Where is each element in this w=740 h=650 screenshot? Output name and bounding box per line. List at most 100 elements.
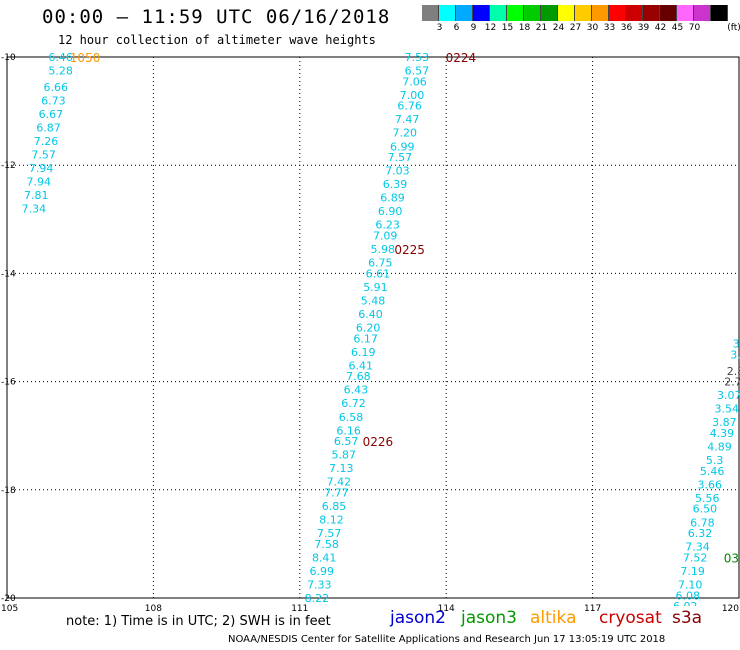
legend-swatch bbox=[541, 5, 558, 21]
legend-swatch bbox=[592, 5, 609, 21]
wave-height-value: 8.22 bbox=[305, 592, 330, 605]
legend-label: 36 bbox=[620, 23, 633, 33]
wave-height-value: 6.43 bbox=[344, 384, 369, 397]
wave-height-value: 7.94 bbox=[26, 175, 51, 188]
wave-height-value: 3.87 bbox=[712, 416, 737, 429]
wave-height-value: 6.39 bbox=[383, 178, 408, 191]
wave-height-value: 7.00 bbox=[400, 89, 425, 102]
wave-height-value: 6.41 bbox=[349, 359, 374, 372]
wave-height-value: 5.91 bbox=[363, 281, 388, 294]
wave-height-value: 6.78 bbox=[690, 516, 715, 529]
legend-label: 12 bbox=[484, 23, 497, 33]
legend-swatch bbox=[439, 5, 456, 21]
wave-height-value: 4.89 bbox=[707, 441, 732, 454]
wave-height-value: 7.77 bbox=[324, 487, 349, 500]
y-tick-label: -16 bbox=[1, 378, 16, 388]
wave-height-value: 6.75 bbox=[368, 257, 393, 270]
pass-time-label: 1050 bbox=[70, 51, 101, 65]
wave-height-value: 6.67 bbox=[39, 108, 64, 121]
wave-height-value: 6.73 bbox=[41, 94, 66, 107]
satellite-name: jason2 bbox=[390, 608, 446, 628]
legend-label: 39 bbox=[637, 23, 650, 33]
wave-height-value: 6.90 bbox=[378, 205, 403, 218]
wave-height-value: 7.42 bbox=[327, 476, 352, 489]
wave-height-value: 6.87 bbox=[36, 121, 61, 134]
wave-height-value: 7.09 bbox=[373, 230, 398, 243]
wave-height-value: 6.85 bbox=[322, 500, 347, 513]
y-tick-label: -20 bbox=[1, 594, 16, 604]
wave-height-value: 3.54 bbox=[715, 403, 740, 416]
map-subtitle: 12 hour collection of altimeter wave hei… bbox=[58, 33, 376, 47]
wave-height-value: 7.34 bbox=[22, 202, 47, 215]
legend-label: 15 bbox=[501, 23, 514, 33]
wave-height-value: 7.57 bbox=[317, 527, 342, 540]
legend-swatch bbox=[677, 5, 694, 21]
legend-label: 30 bbox=[586, 23, 599, 33]
wave-height-value: 4.39 bbox=[710, 427, 735, 440]
legend-label: 42 bbox=[654, 23, 667, 33]
wave-height-value: 6.99 bbox=[390, 140, 415, 153]
wave-height-value: 7.34 bbox=[685, 541, 710, 554]
wave-height-value: 7.20 bbox=[392, 127, 417, 140]
legend-swatch bbox=[490, 5, 507, 21]
wave-height-value: 6.46 bbox=[48, 51, 73, 64]
legend-swatch bbox=[626, 5, 643, 21]
wave-height-value: 7.47 bbox=[395, 113, 420, 126]
wave-height-value: 6.99 bbox=[310, 565, 335, 578]
legend-label: 33 bbox=[603, 23, 616, 33]
units-note: note: 1) Time is in UTC; 2) SWH is in fe… bbox=[66, 614, 331, 629]
x-tick-label: 114 bbox=[438, 604, 455, 614]
legend-label: 9 bbox=[470, 23, 477, 33]
legend-swatch bbox=[660, 5, 677, 21]
legend-label: 24 bbox=[552, 23, 565, 33]
wave-height-value: 5.46 bbox=[700, 465, 725, 478]
map-frame bbox=[6, 56, 740, 599]
legend-swatch bbox=[524, 5, 541, 21]
legend-label: 70 bbox=[688, 23, 701, 33]
wave-height-value: 7.53 bbox=[405, 51, 430, 64]
wave-height-value: 3.8 bbox=[733, 338, 740, 351]
wave-height-value: 6.17 bbox=[353, 332, 378, 345]
wave-height-value: 7.94 bbox=[29, 162, 54, 175]
wave-height-value: 6.32 bbox=[688, 527, 713, 540]
wave-height-value: 5.98 bbox=[371, 243, 396, 256]
wave-height-value: 6.16 bbox=[336, 424, 361, 437]
wave-height-value: 5.48 bbox=[361, 294, 386, 307]
wave-height-value: 8.12 bbox=[319, 514, 344, 527]
wave-height-value: 7.03 bbox=[385, 165, 410, 178]
wave-height-value: 6.61 bbox=[366, 267, 391, 280]
wave-height-value: 6.02 bbox=[673, 600, 698, 613]
legend-swatch bbox=[473, 5, 490, 21]
legend-label: 3 bbox=[436, 23, 443, 33]
wave-height-value: 2.72 bbox=[724, 376, 740, 389]
legend-swatch bbox=[694, 5, 711, 21]
wave-height-value: 7.57 bbox=[388, 151, 413, 164]
wave-height-value: 5.87 bbox=[331, 449, 356, 462]
wave-height-value: 7.52 bbox=[683, 551, 708, 564]
x-tick-label: 105 bbox=[1, 604, 18, 614]
legend-swatch bbox=[643, 5, 660, 21]
wave-height-value: 6.20 bbox=[356, 322, 381, 335]
satellite-name: jason3 bbox=[461, 608, 517, 628]
y-tick-label: -10 bbox=[1, 53, 16, 63]
legend-swatch bbox=[507, 5, 524, 21]
wave-height-value: 7.57 bbox=[31, 148, 56, 161]
wave-height-value: 6.72 bbox=[341, 397, 366, 410]
wave-height-value: 5.28 bbox=[48, 65, 73, 78]
credit-line: NOAA/NESDIS Center for Satellite Applica… bbox=[228, 634, 666, 645]
y-tick-label: -12 bbox=[1, 161, 16, 171]
legend-swatch bbox=[575, 5, 592, 21]
observation-layer: 6.465.286.666.736.676.877.267.577.947.94… bbox=[22, 51, 740, 613]
satellite-name: altika bbox=[530, 608, 577, 628]
x-tick-label: 111 bbox=[291, 604, 308, 614]
legend-label: 18 bbox=[518, 23, 531, 33]
wave-height-value: 6.58 bbox=[339, 411, 364, 424]
legend-swatch bbox=[422, 5, 439, 21]
legend-swatch bbox=[711, 5, 728, 21]
pass-time-label: 0339 bbox=[724, 551, 740, 565]
legend-swatch bbox=[456, 5, 473, 21]
legend-label: 45 bbox=[671, 23, 684, 33]
wave-height-value: 6.57 bbox=[334, 435, 359, 448]
legend-label: 6 bbox=[453, 23, 460, 33]
legend-swatch bbox=[609, 5, 626, 21]
